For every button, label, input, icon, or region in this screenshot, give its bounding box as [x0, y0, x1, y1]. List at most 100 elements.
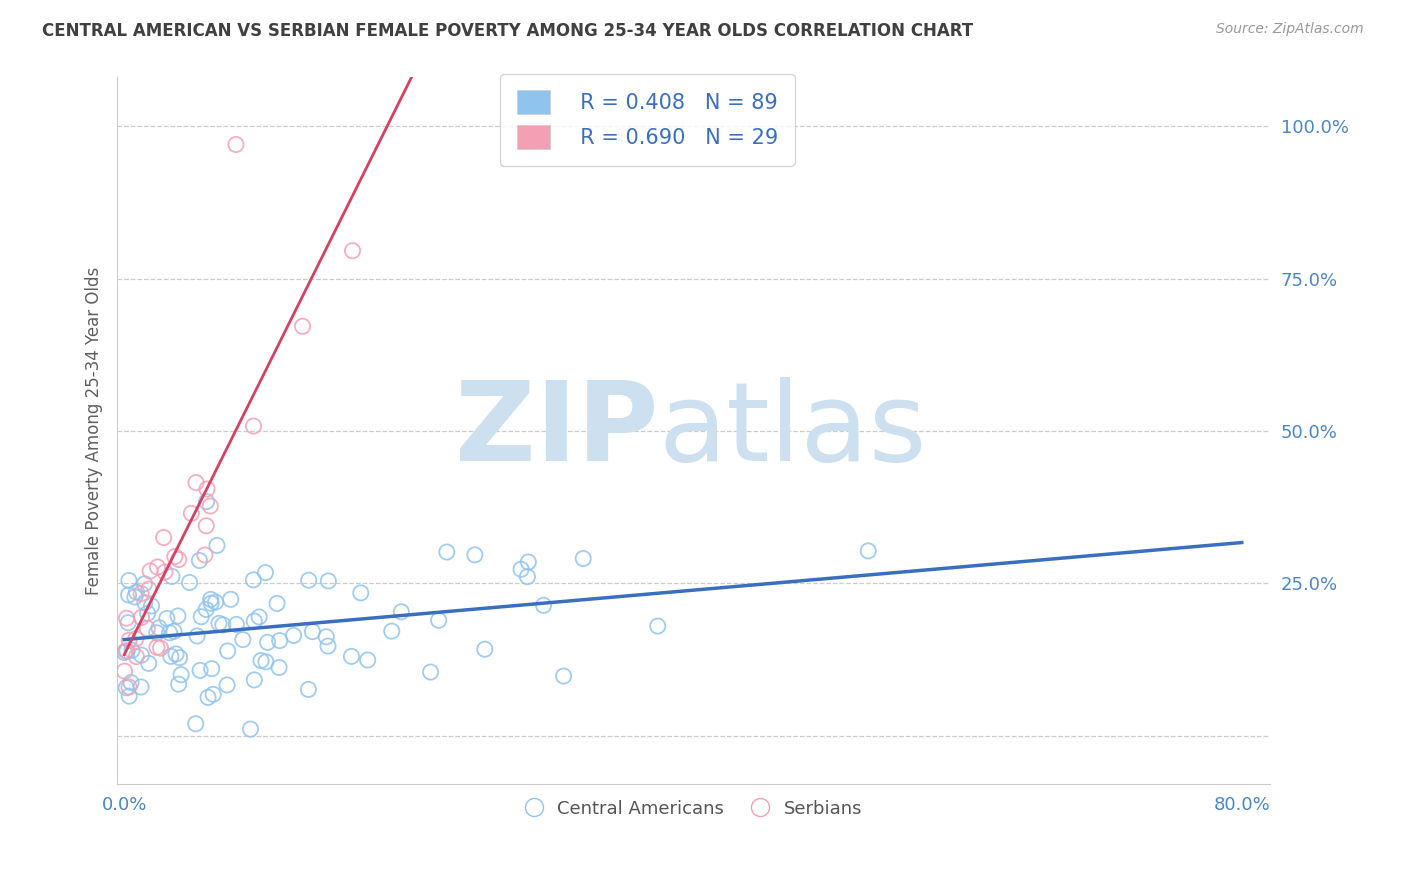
Point [516, 569, 538, 583]
Point [381, 624, 404, 639]
Point [572, 551, 595, 566]
Point [114, 664, 136, 678]
Point [316, 639, 339, 653]
Point [517, 555, 540, 569]
Point [118, 680, 141, 694]
Point [301, 624, 323, 639]
Point [165, 647, 187, 661]
Point [474, 642, 496, 657]
Point [134, 576, 156, 591]
Point [186, 629, 208, 643]
Point [114, 646, 136, 660]
Point [190, 609, 212, 624]
Point [124, 590, 146, 604]
Point [389, 605, 412, 619]
Point [254, 566, 277, 580]
Point [243, 673, 266, 687]
Point [136, 607, 159, 621]
Point [125, 585, 148, 599]
Point [118, 574, 141, 588]
Point [254, 655, 277, 669]
Point [167, 609, 190, 624]
Point [115, 611, 138, 625]
Point [533, 599, 555, 613]
Point [131, 648, 153, 662]
Point [243, 614, 266, 628]
Point [647, 619, 669, 633]
Point [510, 562, 533, 576]
Point [153, 565, 176, 579]
Point [195, 602, 218, 616]
Point [427, 613, 450, 627]
Point [297, 682, 319, 697]
Point [115, 681, 138, 695]
Point [217, 644, 239, 658]
Point [184, 716, 207, 731]
Point [219, 592, 242, 607]
Point [146, 560, 169, 574]
Point [200, 592, 222, 607]
Point [204, 595, 226, 609]
Point [250, 653, 273, 667]
Point [342, 244, 364, 258]
Point [318, 574, 340, 588]
Point [179, 575, 201, 590]
Point [156, 611, 179, 625]
Point [125, 632, 148, 646]
Text: ZIP: ZIP [456, 377, 659, 484]
Point [195, 482, 218, 496]
Point [138, 582, 160, 596]
Point [242, 419, 264, 434]
Point [118, 633, 141, 648]
Point [340, 649, 363, 664]
Point [269, 633, 291, 648]
Point [298, 573, 321, 587]
Point [120, 675, 142, 690]
Point [464, 548, 486, 562]
Point [200, 596, 222, 610]
Point [159, 649, 181, 664]
Point [167, 677, 190, 691]
Point [215, 678, 238, 692]
Point [283, 628, 305, 642]
Point [267, 660, 290, 674]
Point [194, 548, 217, 562]
Text: CENTRAL AMERICAN VS SERBIAN FEMALE POVERTY AMONG 25-34 YEAR OLDS CORRELATION CHA: CENTRAL AMERICAN VS SERBIAN FEMALE POVER… [42, 22, 973, 40]
Point [184, 475, 207, 490]
Point [242, 573, 264, 587]
Text: atlas: atlas [659, 377, 928, 484]
Text: Source: ZipAtlas.com: Source: ZipAtlas.com [1216, 22, 1364, 37]
Point [357, 653, 380, 667]
Point [256, 635, 278, 649]
Y-axis label: Female Poverty Among 25-34 Year Olds: Female Poverty Among 25-34 Year Olds [86, 267, 103, 595]
Point [197, 690, 219, 705]
Point [180, 507, 202, 521]
Point [125, 649, 148, 664]
Point [117, 588, 139, 602]
Point [146, 640, 169, 655]
Point [553, 669, 575, 683]
Point [114, 644, 136, 658]
Point [167, 552, 190, 566]
Point [169, 650, 191, 665]
Point [188, 664, 211, 678]
Point [239, 722, 262, 736]
Point [195, 494, 218, 508]
Point [152, 531, 174, 545]
Point [858, 544, 880, 558]
Point [115, 644, 138, 658]
Point [436, 545, 458, 559]
Point [247, 610, 270, 624]
Point [208, 616, 231, 631]
Point [232, 632, 254, 647]
Point [163, 624, 186, 639]
Point [131, 610, 153, 624]
Point [225, 617, 247, 632]
Point [201, 662, 224, 676]
Point [419, 665, 441, 679]
Point [211, 618, 233, 632]
Point [146, 625, 169, 640]
Point [195, 518, 218, 533]
Point [159, 625, 181, 640]
Point [163, 549, 186, 564]
